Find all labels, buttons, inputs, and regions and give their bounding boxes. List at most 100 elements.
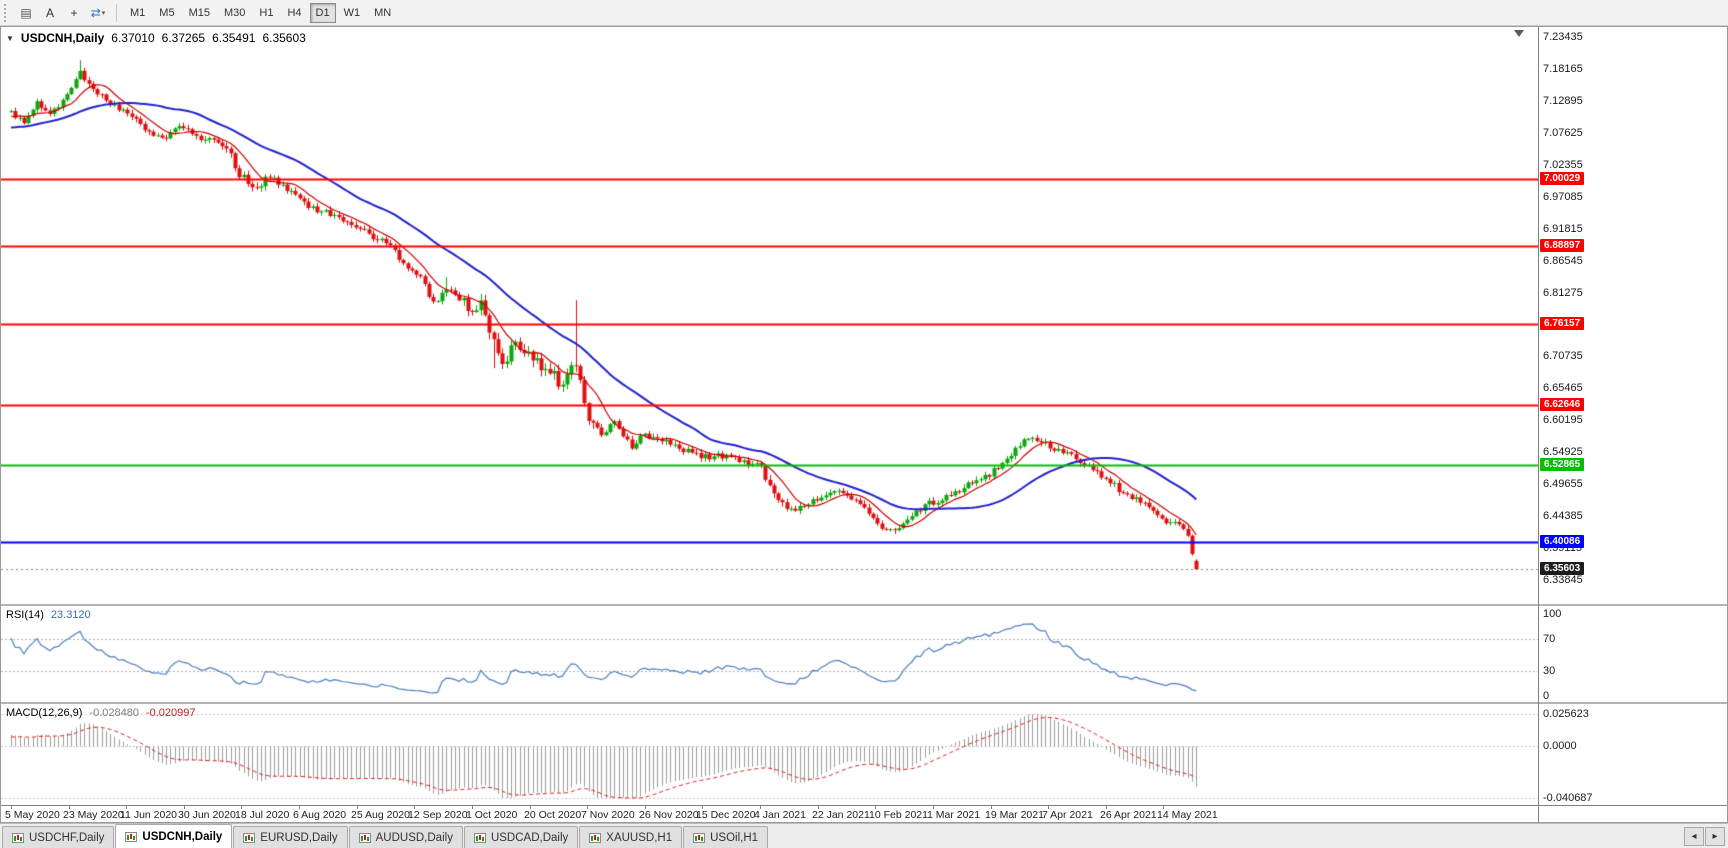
- date-axis: 5 May 2020 23 May 2020 11 Jun 2020 30 Jun 2…: [1, 805, 1727, 822]
- date-axis-label: 22 Jan 2021: [812, 809, 870, 821]
- rsi-title: RSI(14): [6, 609, 44, 621]
- chart-tab-usdcad[interactable]: USDCAD,Daily: [463, 826, 579, 848]
- macd-canvas[interactable]: [1, 704, 1538, 805]
- macd-panel: 0.025623 0.0000 -0.040687 MACD(12,26,9) -0…: [1, 704, 1727, 805]
- timeframe-buttons: M1 M5 M15 M30 H1 H4 D1 W1 MN: [124, 2, 397, 23]
- date-axis-tick: [69, 806, 70, 809]
- macd-axis: 0.025623 0.0000 -0.040687: [1539, 704, 1726, 805]
- timeframe-button-h4[interactable]: H4: [287, 6, 302, 19]
- date-axis-label: 11 Jun 2020: [120, 809, 178, 821]
- date-axis-tick: [1163, 806, 1164, 809]
- chart-tab-icon: [473, 832, 486, 843]
- price-axis-label: 6.70735: [1543, 350, 1583, 363]
- price-axis-label: 6.33845: [1543, 573, 1583, 586]
- timeframe-button-w1[interactable]: W1: [343, 6, 361, 19]
- chart-tab-label: USDCNH,Daily: [142, 830, 223, 843]
- date-axis-label: 1 Mar 2021: [927, 809, 981, 821]
- dropdown-caret-icon: ▾: [101, 9, 106, 17]
- date-axis-tick: [933, 806, 934, 809]
- date-axis-tick: [241, 806, 242, 809]
- cycle-symbols-icon[interactable]: ⇄ ▾: [90, 5, 106, 20]
- rsi-value: 23.3120: [50, 609, 91, 621]
- date-axis-label: 1 Oct 2020: [466, 809, 518, 821]
- timeframe-button-h1[interactable]: H1: [259, 6, 274, 19]
- price-axis-label: 7.18165: [1543, 62, 1583, 75]
- date-axis-label: 26 Nov 2020: [639, 809, 699, 821]
- date-axis-label: 12 Sep 2020: [408, 809, 468, 821]
- date-axis-label: 7 Apr 2021: [1042, 809, 1093, 821]
- date-axis-tick: [875, 806, 876, 809]
- toolbar: ▤ A + ⇄ ▾ M1 M5 M15 M30 H1 H4 D1 W1 MN: [0, 0, 1728, 26]
- date-axis-tick: [991, 806, 992, 809]
- chart-tabs: USDCHF,Daily USDCNH,Daily EURUSD,Daily AUDU…: [2, 824, 769, 848]
- chart-tab-icon: [693, 832, 706, 843]
- chart-tab-bar: USDCHF,Daily USDCNH,Daily EURUSD,Daily AUDU…: [0, 823, 1728, 848]
- timeframe-button-m30[interactable]: M30: [223, 6, 246, 19]
- date-axis-tick: [645, 806, 646, 809]
- ohlc-close-value: 6.35603: [262, 31, 306, 45]
- chart-tab-usdchf[interactable]: USDCHF,Daily: [2, 826, 115, 848]
- date-axis-tick: [11, 806, 12, 809]
- chart-tab-audusd[interactable]: AUDUSD,Daily: [348, 826, 463, 848]
- date-axis-label: 5 May 2020: [5, 809, 60, 821]
- rsi-level-label: 100: [1543, 608, 1562, 620]
- tabs-scroll-left-button[interactable]: ◂: [1684, 827, 1704, 846]
- date-axis-label: 7 Nov 2020: [581, 809, 635, 821]
- chart-window-icon[interactable]: ▤: [20, 5, 32, 20]
- price-axis-label: 6.54925: [1543, 446, 1583, 459]
- chart-tab-xauusd[interactable]: XAUUSD,H1: [579, 826, 683, 848]
- chart-tab-usoil[interactable]: USOil,H1: [683, 826, 769, 848]
- current-price-tag: 6.35603: [1540, 562, 1585, 576]
- chart-ohlc-header: ▼ USDCNH,Daily 6.37010 6.37265 6.35491 6…: [6, 31, 306, 45]
- chart-tab-usdcnh[interactable]: USDCNH,Daily: [115, 824, 233, 848]
- chart-tab-eurusd[interactable]: EURUSD,Daily: [233, 826, 348, 848]
- date-axis-label: 25 Aug 2020: [351, 809, 410, 821]
- panel-splitter[interactable]: [1, 702, 1727, 704]
- macd-title: MACD(12,26,9): [6, 707, 83, 719]
- hline-price-tag: 6.62646: [1540, 398, 1585, 412]
- chart-tab-icon: [589, 832, 602, 843]
- rsi-header: RSI(14) 23.3120: [6, 609, 91, 621]
- date-axis-tick: [414, 806, 415, 809]
- price-axis-label: 6.65465: [1543, 382, 1583, 395]
- crosshair-icon[interactable]: +: [70, 5, 78, 20]
- price-axis-label: 6.44385: [1543, 510, 1583, 523]
- chart-tab-icon: [125, 831, 138, 842]
- ohlc-high-value: 6.37265: [161, 31, 206, 45]
- toolbar-grip[interactable]: [4, 3, 10, 22]
- hline-price-tag: 6.52865: [1540, 457, 1585, 471]
- timeframe-button-d1[interactable]: D1: [309, 2, 336, 23]
- text-tool-icon[interactable]: A: [45, 5, 54, 20]
- chart-tab-icon: [12, 832, 24, 843]
- price-axis-label: 7.12895: [1543, 94, 1583, 107]
- price-axis: 7.23435 7.18165 7.12895 7.07625 7.02355 6.970…: [1539, 27, 1726, 604]
- date-axis-label: 6 Aug 2020: [293, 809, 347, 821]
- panel-splitter[interactable]: [1, 604, 1727, 606]
- tabs-scroll-right-button[interactable]: ▸: [1705, 827, 1725, 846]
- hline-price-tag: 6.76157: [1540, 316, 1585, 330]
- date-axis-label: 4 Jan 2021: [754, 809, 806, 821]
- timeframe-button-m1[interactable]: M1: [130, 6, 146, 19]
- timeframe-button-m15[interactable]: M15: [188, 6, 210, 19]
- symbol-dropdown-icon[interactable]: ▼: [6, 33, 14, 43]
- chart-shift-marker-icon: [1514, 30, 1524, 37]
- price-axis-label: 6.86545: [1543, 254, 1583, 267]
- toolbar-separator: [116, 3, 117, 22]
- macd-level-label: 0.025623: [1543, 708, 1589, 720]
- macd-signal-value: -0.020997: [145, 707, 196, 719]
- ohlc-low-value: 6.35491: [212, 31, 256, 45]
- tab-scroll-buttons: ◂ ▸: [1684, 827, 1728, 848]
- date-axis-tick: [126, 806, 127, 809]
- chart-symbol-label: USDCNH,Daily: [20, 31, 105, 45]
- rsi-canvas[interactable]: [1, 606, 1538, 702]
- date-axis-tick: [702, 806, 703, 809]
- hline-price-tag: 6.88897: [1540, 239, 1585, 253]
- rsi-level-label: 30: [1543, 665, 1556, 678]
- timeframe-button-mn[interactable]: MN: [374, 6, 392, 19]
- macd-level-label: -0.040687: [1543, 792, 1593, 804]
- timeframe-button-m5[interactable]: M5: [159, 6, 175, 19]
- price-chart-canvas[interactable]: [1, 27, 1538, 604]
- date-axis-tick: [818, 806, 819, 809]
- date-axis-label: 19 Mar 2021: [985, 809, 1044, 821]
- price-axis-label: 7.07625: [1543, 126, 1583, 139]
